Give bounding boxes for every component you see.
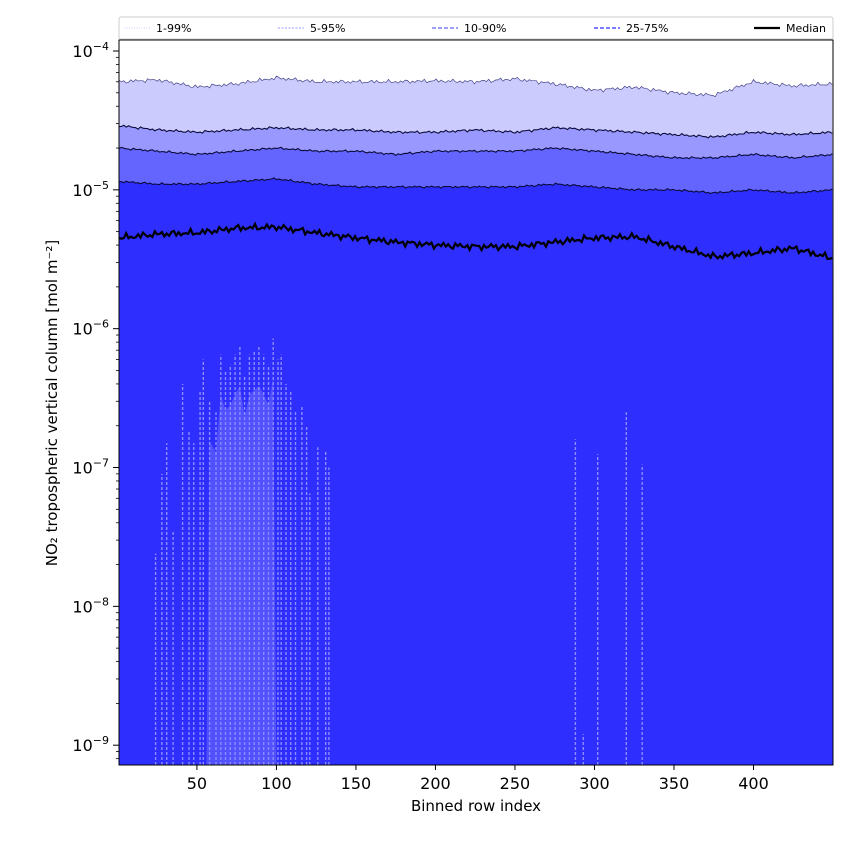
x-axis: 50 100 150 200 250 300 350 400 — [187, 765, 769, 793]
legend-item: 10-90% — [432, 22, 506, 35]
x-tick-label: 250 — [500, 774, 531, 793]
legend-item: 25-75% — [594, 22, 668, 35]
lower-spikes — [154, 338, 643, 765]
plot-area — [119, 40, 833, 765]
x-tick-label: 300 — [579, 774, 610, 793]
y-tick-label: 10−8 — [72, 595, 109, 616]
y-tick-label: 10−9 — [72, 734, 109, 755]
band-25-75%-fill — [119, 177, 833, 765]
x-tick-label: 100 — [261, 774, 292, 793]
y-tick-label: 10−7 — [72, 457, 109, 478]
axes-frame — [118, 39, 834, 766]
y-tick-label: 10−4 — [72, 40, 109, 61]
x-tick-label: 150 — [341, 774, 372, 793]
band-10-90%-edge — [119, 146, 833, 160]
legend: 1-99% 5-95% 10-90% 25-75% Median — [118, 16, 834, 40]
band-1-99%-edge — [119, 75, 833, 98]
y-axis-label: NO₂ tropospheric vertical column [mol m⁻… — [43, 240, 61, 566]
x-tick-label: 200 — [420, 774, 451, 793]
x-tick-label: 400 — [738, 774, 769, 793]
y-axis: 10−9 10−8 10−7 10−6 10−5 10−4 — [72, 40, 119, 760]
x-tick-label: 50 — [187, 774, 207, 793]
legend-item: 5-95% — [278, 22, 345, 35]
legend-label: 25-75% — [626, 22, 668, 35]
x-tick-label: 350 — [659, 774, 690, 793]
legend-item: Median — [754, 22, 826, 35]
legend-label: Median — [786, 22, 826, 35]
median-line — [119, 221, 833, 261]
x-axis-label: Binned row index — [411, 797, 541, 815]
legend-item: 1-99% — [124, 22, 191, 35]
y-tick-label: 10−5 — [72, 179, 109, 200]
legend-label: 10-90% — [464, 22, 506, 35]
band-25-75%-edge — [119, 177, 833, 195]
legend-label: 1-99% — [156, 22, 191, 35]
band-5-95%-edge — [119, 124, 833, 139]
legend-box — [118, 16, 834, 40]
y-tick-label: 10−6 — [72, 318, 109, 339]
legend-label: 5-95% — [310, 22, 345, 35]
